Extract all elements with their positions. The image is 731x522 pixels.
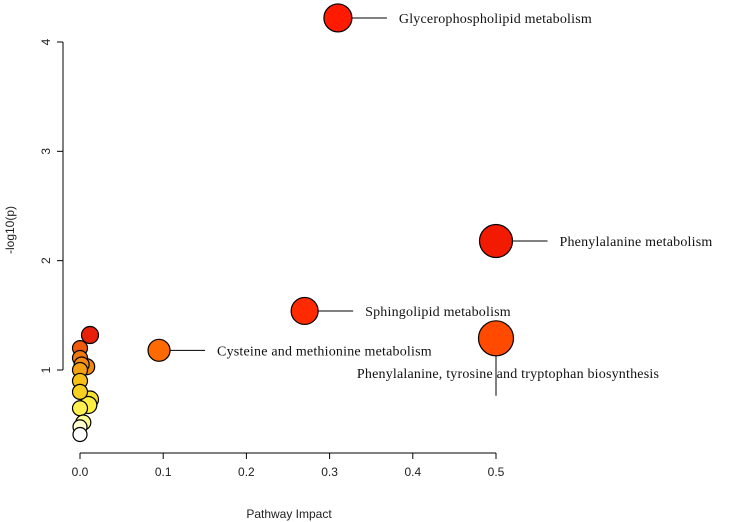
- x-tick-label: 0.2: [238, 465, 255, 479]
- y-tick-label: 2: [39, 257, 53, 264]
- point-annotation: Phenylalanine, tyrosine and tryptophan b…: [357, 367, 659, 382]
- x-tick-label: 0.5: [488, 465, 505, 479]
- x-axis-title: Pathway Impact: [246, 507, 332, 521]
- y-tick-label: 1: [39, 366, 53, 373]
- x-axis-ticks: 0.0 0.1 0.2 0.3 0.4 0.5: [72, 453, 505, 479]
- data-point: [477, 320, 515, 357]
- x-tick-label: 0.4: [404, 465, 421, 479]
- data-points: [71, 3, 515, 443]
- point-annotation: Cysteine and methionine metabolism: [217, 344, 432, 359]
- y-axis-ticks: 1 2 3 4: [39, 38, 63, 373]
- data-point: [72, 426, 88, 443]
- data-point: [290, 296, 319, 326]
- annotation-leader-lines: [170, 17, 548, 396]
- y-axis-title: -log10(p): [3, 206, 17, 254]
- x-tick-label: 0.3: [321, 465, 338, 479]
- point-annotation: Phenylalanine metabolism: [560, 235, 713, 250]
- y-tick-label: 4: [39, 38, 53, 45]
- y-tick-label: 3: [39, 148, 53, 155]
- x-tick-label: 0.1: [155, 465, 172, 479]
- point-annotation: Glycerophospholipid metabolism: [399, 12, 592, 27]
- point-annotations: Phenylalanine, tyrosine and tryptophan b…: [217, 12, 712, 382]
- data-point: [323, 3, 353, 33]
- axes: 1 2 3 4 0.0 0.1 0.2 0.3 0.4 0.5: [39, 38, 505, 479]
- point-annotation: Sphingolipid metabolism: [365, 305, 511, 320]
- x-tick-label: 0.0: [72, 465, 89, 479]
- data-point: [147, 338, 171, 362]
- data-point: [478, 223, 514, 259]
- data-point: [71, 400, 89, 417]
- data-point: [80, 325, 100, 345]
- data-point: [71, 383, 89, 400]
